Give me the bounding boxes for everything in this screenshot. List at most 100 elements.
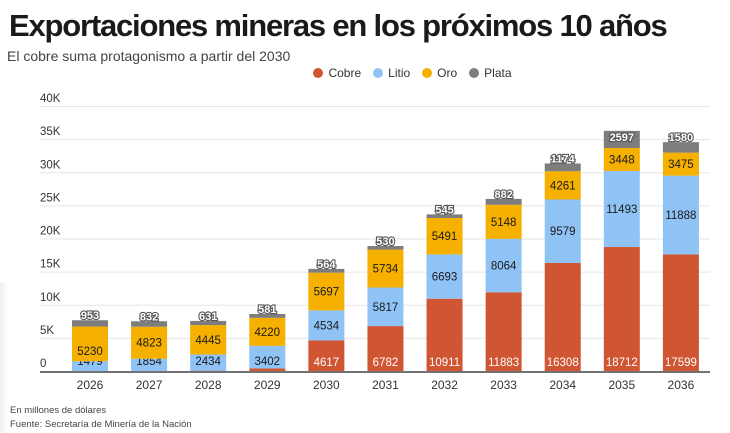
data-label-litio: 8064	[491, 261, 517, 273]
legend-item-oro[interactable]: Oro	[422, 66, 457, 80]
y-tick-label: 10K	[40, 292, 61, 304]
legend-item-cobre[interactable]: Cobre	[313, 66, 361, 80]
legend-label: Oro	[437, 66, 458, 80]
data-label-oro: 5697	[314, 287, 340, 299]
data-label-plata: 2597	[610, 132, 634, 144]
data-label-cobre: 10911	[429, 357, 460, 369]
x-tick-label: 2036	[668, 378, 695, 392]
bar-litio-2034	[544, 199, 581, 263]
data-label-oro: 3448	[609, 154, 635, 166]
legend-swatch-icon	[373, 68, 384, 78]
legend-swatch-icon	[469, 68, 480, 78]
data-label-oro: 3475	[668, 159, 694, 171]
bar-litio-2030	[308, 310, 345, 341]
data-label-litio: 4534	[314, 320, 340, 332]
data-label-litio: 1854	[136, 356, 162, 368]
data-label-oro: 5230	[77, 346, 103, 358]
bar-oro-2028	[190, 325, 227, 355]
bar-litio-2035	[603, 170, 640, 248]
data-label-cobre: 4617	[314, 357, 340, 369]
data-label-plata: 631	[199, 311, 217, 323]
y-tick-label: 20K	[40, 226, 61, 238]
legend-item-litio[interactable]: Litio	[373, 66, 410, 80]
data-label-litio: 2434	[195, 356, 221, 368]
bar-plata-2028	[190, 320, 227, 326]
data-label-cobre: 18712	[606, 357, 638, 369]
data-label-plata: 581	[258, 304, 276, 316]
x-tick-label: 2030	[313, 378, 340, 392]
data-label-litio: 3402	[254, 356, 280, 368]
x-tick-label: 2027	[136, 378, 163, 392]
legend-label: Plata	[484, 66, 512, 80]
x-tick-label: 2028	[195, 378, 222, 392]
y-tick-label: 30K	[40, 159, 61, 171]
bar-plata-2030	[308, 268, 345, 273]
data-label-plata: 953	[81, 310, 99, 322]
bar-plata-2029	[249, 314, 286, 318]
bar-litio-2032	[426, 254, 463, 299]
data-label-plata: 882	[494, 189, 512, 201]
legend-label: Cobre	[328, 66, 362, 80]
data-label-litio: 6693	[432, 272, 458, 284]
data-label-litio: 11493	[606, 204, 637, 216]
bar-litio-2029	[249, 345, 286, 369]
legend-swatch-icon	[422, 68, 433, 78]
bar-litio-2026	[72, 361, 108, 371]
bar-oro-2030	[308, 272, 345, 311]
bar-plata-2036	[662, 142, 699, 153]
bar-oro-2035	[603, 148, 640, 171]
legend: Cobre Litio Oro Plata	[0, 66, 730, 80]
legend-label: Litio	[388, 66, 411, 80]
x-tick-label: 2031	[372, 378, 399, 392]
x-tick-label: 2033	[490, 378, 517, 392]
data-label-cobre: 11883	[488, 357, 519, 369]
y-tick-label: 40K	[40, 93, 61, 105]
bar-oro-2026	[72, 326, 108, 362]
bar-cobre-2033	[485, 292, 522, 371]
y-tick-label: 35K	[40, 126, 61, 138]
bar-cobre-2034	[544, 262, 581, 371]
data-label-oro: 4220	[254, 327, 280, 339]
y-tick-label: 0	[40, 358, 46, 370]
y-tick-label: 15K	[40, 259, 61, 271]
legend-swatch-icon	[313, 68, 324, 78]
data-label-oro: 5734	[373, 264, 399, 276]
data-label-litio: 11888	[665, 210, 696, 222]
y-tick-label: 25K	[40, 192, 61, 204]
data-label-cobre: 6782	[373, 357, 399, 369]
units-note: En millones de dólares	[10, 405, 107, 416]
data-label-litio: 9579	[550, 226, 576, 238]
bar-oro-2027	[131, 326, 168, 359]
x-tick-label: 2026	[77, 378, 104, 392]
data-label-plata: 545	[435, 204, 453, 216]
bar-plata-2035	[603, 130, 640, 149]
bar-oro-2034	[544, 171, 581, 200]
panel-shadow	[0, 282, 8, 433]
data-label-oro: 4445	[195, 335, 221, 347]
bar-oro-2031	[367, 249, 404, 288]
bar-cobre-2036	[662, 254, 699, 371]
data-label-plata: 564	[317, 259, 336, 271]
stacked-bar-chart: 05K10K15K20K25K30K35K40K1479523095320261…	[40, 93, 710, 392]
bar-plata-2033	[485, 198, 522, 205]
bar-cobre-2031	[367, 326, 404, 371]
bar-oro-2032	[426, 217, 463, 255]
bar-litio-2033	[485, 238, 522, 293]
legend-item-plata[interactable]: Plata	[469, 66, 512, 80]
x-tick-label: 2034	[549, 378, 576, 392]
bar-litio-2036	[662, 175, 699, 255]
chart-subtitle: El cobre suma protagonismo a partir del …	[7, 48, 291, 64]
x-tick-label: 2032	[431, 378, 458, 392]
data-label-plata: 832	[140, 311, 158, 323]
bar-litio-2027	[131, 358, 168, 371]
data-label-plata: 1580	[669, 132, 693, 144]
bar-oro-2029	[249, 317, 286, 346]
bar-cobre-2030	[308, 340, 345, 371]
chart-title: Exportaciones mineras en los próximos 10…	[9, 8, 668, 43]
data-label-litio: 5817	[373, 302, 399, 314]
y-tick-label: 5K	[40, 325, 54, 337]
bar-cobre-2029	[249, 368, 286, 371]
bar-plata-2031	[367, 246, 404, 250]
bar-plata-2026	[72, 320, 108, 327]
data-label-oro: 5491	[432, 231, 458, 243]
